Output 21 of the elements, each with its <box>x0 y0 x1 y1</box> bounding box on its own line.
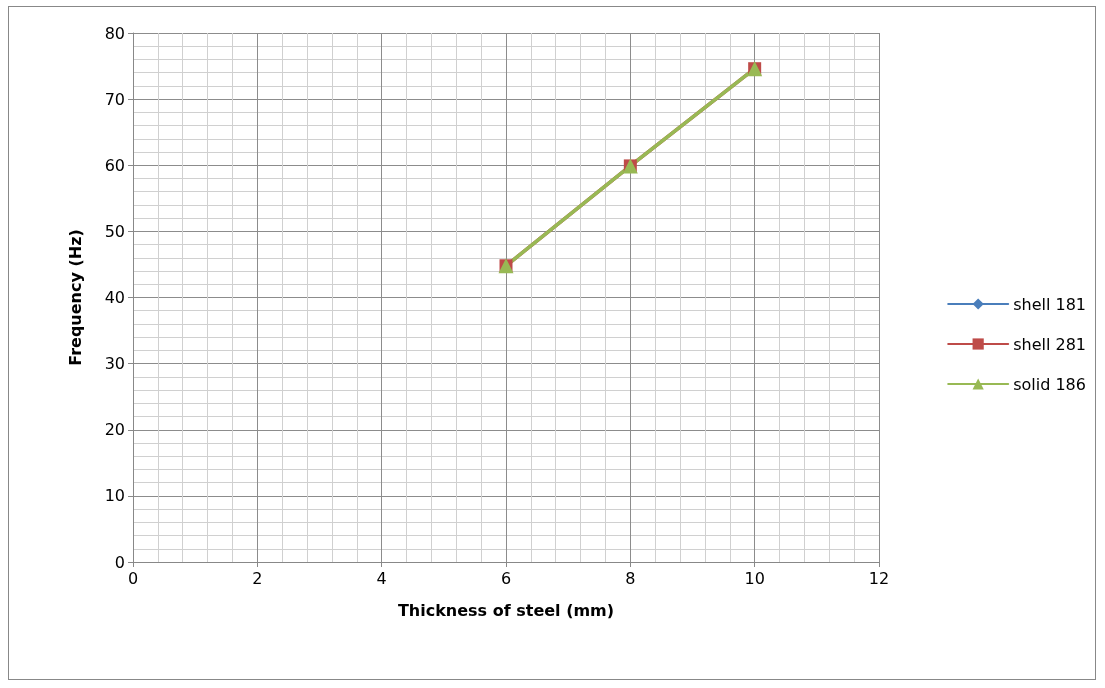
y-tick-label: 10 <box>104 486 125 506</box>
y-tick-label: 30 <box>104 354 125 374</box>
x-axis-title: Thickness of steel (mm) <box>397 600 615 620</box>
x-tick-label: 12 <box>868 568 890 588</box>
y-tick-label: 50 <box>104 221 125 241</box>
legend-label: shell 181 <box>1013 294 1087 314</box>
x-tick-label: 4 <box>376 568 387 588</box>
x-tick-label: 8 <box>625 568 636 588</box>
legend-label: solid 186 <box>1013 374 1086 394</box>
y-tick-label: 20 <box>104 420 125 440</box>
y-tick-label: 60 <box>104 155 125 175</box>
y-tick-label: 80 <box>104 23 125 43</box>
x-tick-label: 10 <box>744 568 765 588</box>
x-tick-label: 6 <box>500 568 512 588</box>
y-tick-label: 70 <box>104 89 125 109</box>
y-tick-label: 40 <box>104 288 125 307</box>
x-tick-label: 0 <box>127 568 139 588</box>
y-tick-label: 0 <box>114 552 125 572</box>
x-tick-label: 2 <box>252 568 263 588</box>
y-axis-title: Frequency (Hz) <box>65 229 85 366</box>
legend-label: shell 281 <box>1013 334 1087 354</box>
